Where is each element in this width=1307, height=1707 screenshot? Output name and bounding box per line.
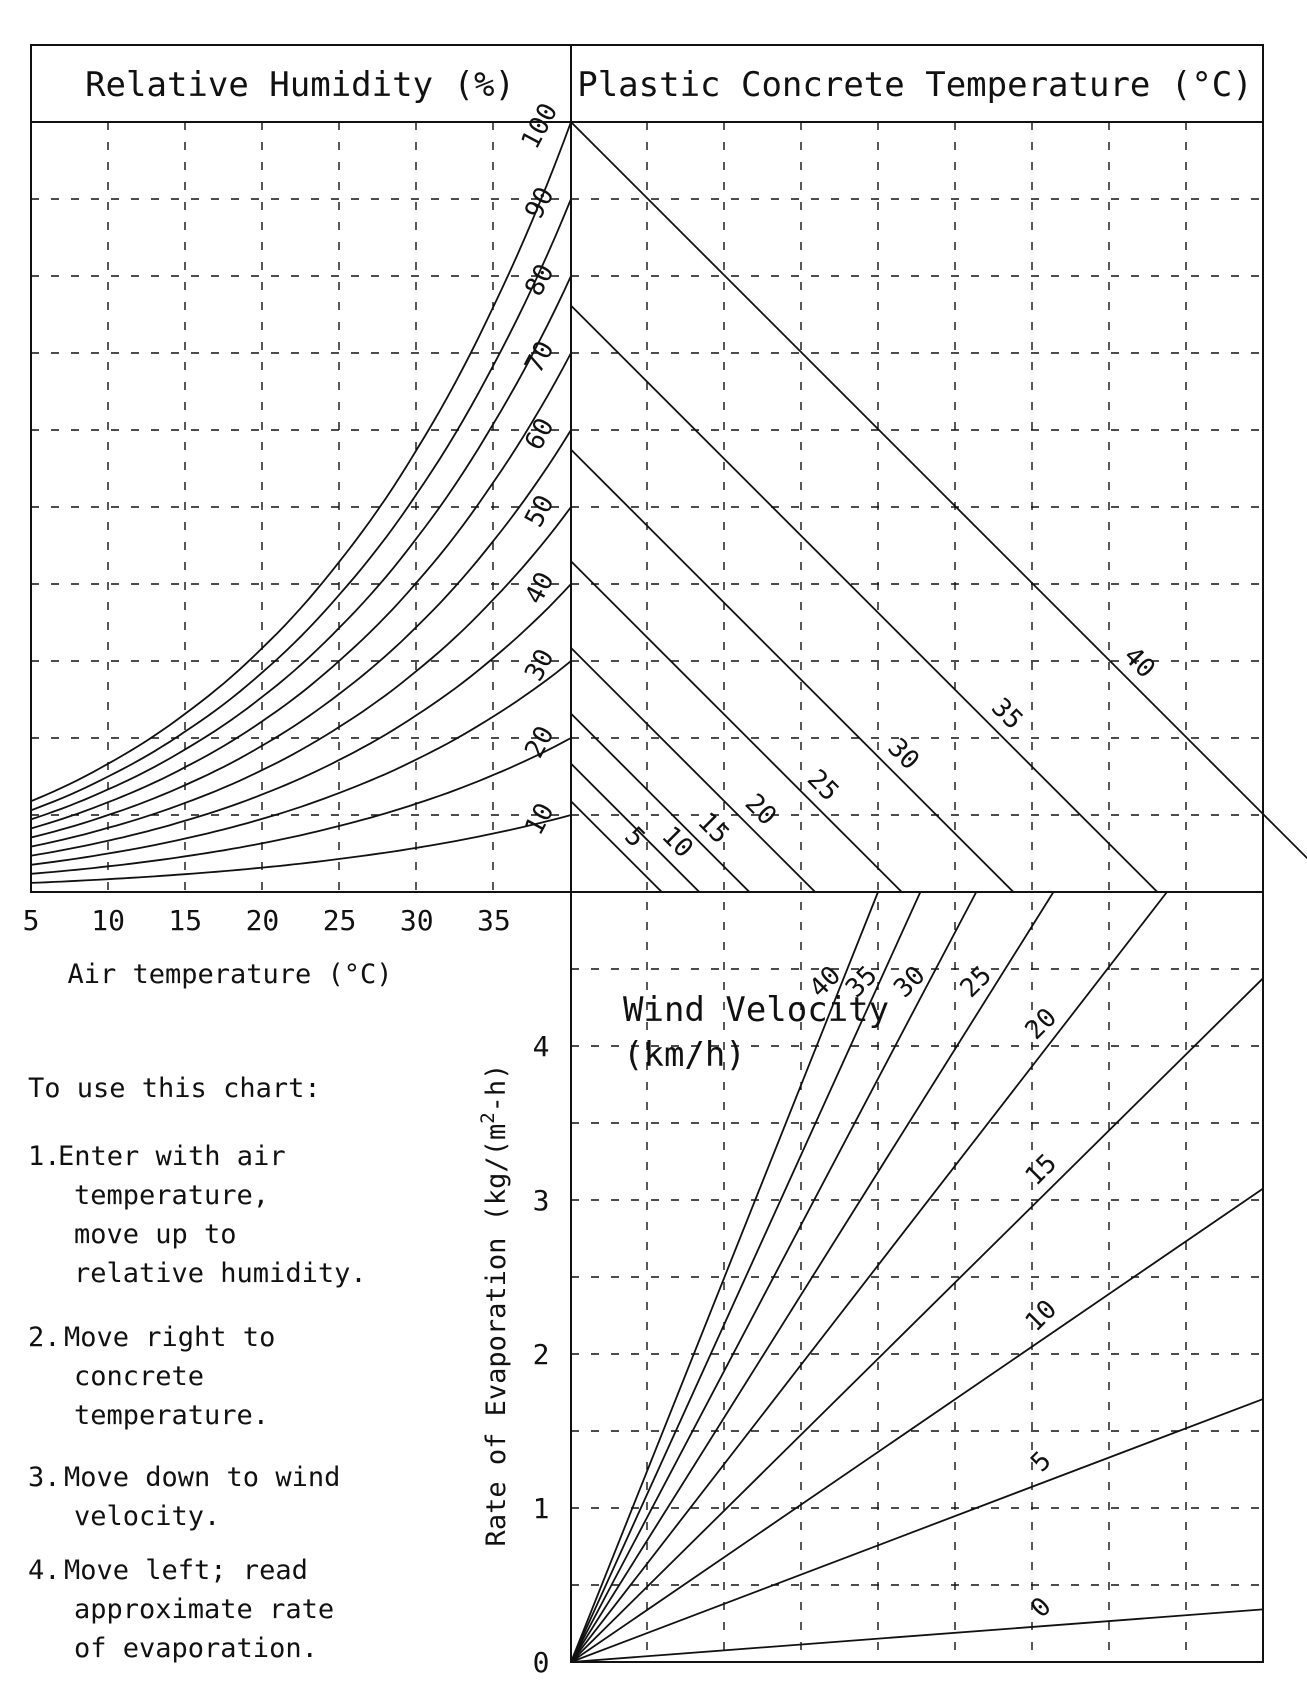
concrete-temp-label-40: 40 bbox=[1117, 641, 1160, 684]
humidity-label-90: 90 bbox=[519, 182, 560, 224]
wind-velocity-line-40 bbox=[570, 891, 879, 1663]
concrete-temp-line-10 bbox=[570, 763, 700, 893]
concrete-temp-label-35: 35 bbox=[985, 692, 1028, 735]
grid-lines bbox=[31, 122, 1263, 1662]
humidity-label-30: 30 bbox=[519, 644, 560, 686]
air-temp-tick-10: 10 bbox=[91, 904, 125, 937]
humidity-curve-20 bbox=[30, 737, 572, 875]
concrete-temp-label-20: 20 bbox=[739, 788, 782, 831]
step-2-number: 2. bbox=[28, 1322, 61, 1353]
evaporation-axis-label: Rate of Evaporation (kg/(m2-h) bbox=[477, 1064, 512, 1547]
step-1-line-4: relative humidity. bbox=[74, 1258, 367, 1289]
step-4-line-2: approximate rate bbox=[74, 1594, 334, 1625]
concrete-temp-line-20 bbox=[570, 647, 816, 893]
wind-panel-title: Wind Velocity bbox=[623, 990, 889, 1030]
humidity-curve-60 bbox=[30, 429, 572, 839]
humidity-curve-10 bbox=[30, 814, 572, 884]
wind-velocity-line-0 bbox=[570, 1608, 1264, 1663]
wind-velocity-label-25: 25 bbox=[955, 960, 998, 1003]
wind-velocity-line-20 bbox=[570, 891, 1168, 1663]
humidity-label-10: 10 bbox=[519, 798, 560, 840]
chart-curves bbox=[30, 121, 1307, 1663]
wind-velocity-label-20: 20 bbox=[1020, 1003, 1063, 1046]
humidity-label-20: 20 bbox=[519, 721, 560, 763]
step-1-line-1: Enter with air bbox=[58, 1141, 286, 1172]
wind-velocity-label-0: 0 bbox=[1025, 1592, 1057, 1624]
air-temp-tick-30: 30 bbox=[400, 904, 434, 937]
humidity-label-50: 50 bbox=[519, 490, 560, 532]
wind-velocity-line-15 bbox=[570, 977, 1264, 1663]
air-temp-tick-25: 25 bbox=[323, 904, 357, 937]
evaporation-tick-2: 2 bbox=[533, 1338, 550, 1371]
step-2-line-2: concrete bbox=[74, 1361, 204, 1392]
concrete-panel-title: Plastic Concrete Temperature (°C) bbox=[577, 65, 1253, 105]
air-temp-tick-5: 5 bbox=[23, 904, 40, 937]
wind-panel-units: (km/h) bbox=[623, 1035, 746, 1075]
humidity-curve-80 bbox=[30, 275, 572, 821]
humidity-label-70: 70 bbox=[519, 336, 560, 378]
humidity-curve-40 bbox=[30, 583, 572, 857]
step-1-number: 1. bbox=[28, 1141, 61, 1172]
humidity-curve-50 bbox=[30, 506, 572, 848]
usage-instructions: To use this chart: 1. Enter with air tem… bbox=[28, 1073, 367, 1664]
concrete-temp-line-15 bbox=[570, 712, 751, 893]
chart-frame bbox=[30, 44, 1264, 1663]
step-4-line-3: of evaporation. bbox=[74, 1633, 318, 1664]
concrete-temp-line-40 bbox=[570, 121, 1307, 860]
evaporation-tick-3: 3 bbox=[533, 1184, 550, 1217]
air-temperature-axis-label: Air temperature (°C) bbox=[67, 959, 392, 990]
wind-velocity-line-30 bbox=[570, 891, 978, 1663]
concrete-temp-label-25: 25 bbox=[801, 764, 844, 807]
humidity-label-100: 100 bbox=[516, 98, 565, 154]
step-1-line-2: temperature, bbox=[74, 1180, 269, 1211]
wind-panel-border bbox=[570, 891, 1264, 1663]
concrete-temp-line-30 bbox=[570, 448, 1015, 893]
humidity-curve-100 bbox=[30, 121, 572, 803]
step-2-line-3: temperature. bbox=[74, 1400, 269, 1431]
step-3-line-2: velocity. bbox=[74, 1501, 220, 1532]
wind-velocity-label-15: 15 bbox=[1020, 1148, 1063, 1191]
concrete-temp-line-35 bbox=[570, 304, 1159, 893]
evaporation-tick-4: 4 bbox=[533, 1030, 550, 1063]
wind-velocity-line-10 bbox=[570, 1187, 1264, 1663]
concrete-temp-label-30: 30 bbox=[881, 733, 924, 776]
humidity-curve-70 bbox=[30, 352, 572, 830]
air-temp-tick-35: 35 bbox=[477, 904, 511, 937]
wind-velocity-line-25 bbox=[570, 891, 1055, 1663]
wind-velocity-line-35 bbox=[570, 891, 922, 1663]
humidity-label-80: 80 bbox=[519, 259, 560, 301]
humidity-label-60: 60 bbox=[519, 413, 560, 455]
concrete-temp-line-25 bbox=[570, 560, 903, 893]
step-4-line-1: Move left; read bbox=[64, 1555, 308, 1586]
humidity-panel-title: Relative Humidity (%) bbox=[85, 65, 515, 105]
step-1-line-3: move up to bbox=[74, 1219, 237, 1250]
humidity-curve-30 bbox=[30, 660, 572, 866]
wind-velocity-line-5 bbox=[570, 1398, 1264, 1663]
air-temp-tick-15: 15 bbox=[168, 904, 202, 937]
step-4-number: 4. bbox=[28, 1555, 61, 1586]
wind-velocity-label-30: 30 bbox=[888, 960, 931, 1003]
concrete-temp-line-5 bbox=[570, 800, 663, 893]
humidity-curve-90 bbox=[30, 198, 572, 812]
evaporation-tick-0: 0 bbox=[533, 1646, 550, 1679]
air-temp-tick-20: 20 bbox=[246, 904, 280, 937]
step-3-line-1: Move down to wind bbox=[64, 1462, 340, 1493]
wind-velocity-label-10: 10 bbox=[1020, 1294, 1063, 1337]
instructions-heading: To use this chart: bbox=[28, 1073, 321, 1104]
step-3-number: 3. bbox=[28, 1462, 61, 1493]
step-2-line-1: Move right to bbox=[64, 1322, 275, 1353]
wind-velocity-label-5: 5 bbox=[1025, 1446, 1057, 1478]
evaporation-tick-1: 1 bbox=[533, 1492, 550, 1525]
